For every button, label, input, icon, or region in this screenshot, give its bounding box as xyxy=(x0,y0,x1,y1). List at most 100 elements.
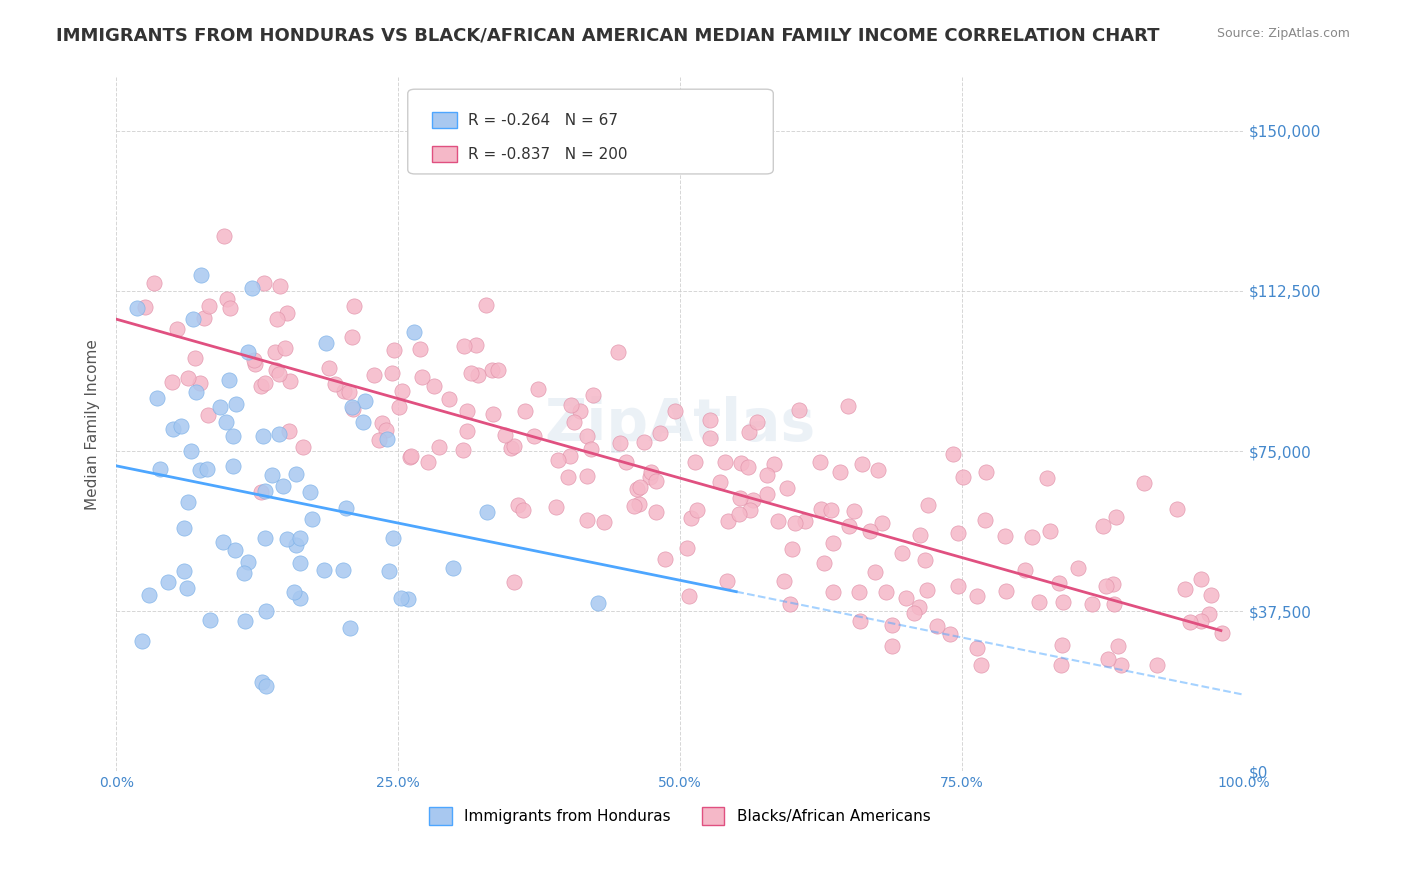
Point xyxy=(1109,657,1132,672)
Point xyxy=(917,499,939,513)
Point xyxy=(332,563,354,577)
Point xyxy=(211,534,233,549)
Point xyxy=(254,376,277,391)
Point xyxy=(586,596,609,610)
Point xyxy=(1028,595,1050,609)
Point xyxy=(494,427,516,442)
Point xyxy=(686,503,709,517)
Point xyxy=(939,626,962,640)
Point xyxy=(512,503,534,517)
Point xyxy=(910,527,932,541)
Point xyxy=(738,425,761,439)
Point xyxy=(515,404,537,418)
Point xyxy=(1014,563,1036,577)
Point xyxy=(1050,638,1073,652)
Point xyxy=(352,415,374,429)
Point xyxy=(269,278,291,293)
Point xyxy=(966,589,988,603)
Point xyxy=(966,641,988,656)
Point xyxy=(1105,510,1128,524)
Point xyxy=(1095,579,1118,593)
Point xyxy=(1166,502,1188,516)
Point xyxy=(875,585,897,599)
Point xyxy=(995,584,1018,599)
Point xyxy=(481,407,503,421)
Point xyxy=(970,657,993,672)
Point xyxy=(1047,576,1070,591)
Point xyxy=(499,442,522,456)
Point xyxy=(664,404,686,418)
Point xyxy=(267,426,290,441)
Point xyxy=(1049,657,1071,672)
Point xyxy=(222,458,245,473)
Point xyxy=(560,398,582,412)
Point xyxy=(728,491,751,505)
Point xyxy=(716,574,738,588)
Point xyxy=(318,360,340,375)
Point xyxy=(837,399,859,413)
Point xyxy=(728,508,751,522)
Point xyxy=(254,531,277,545)
Point xyxy=(340,400,363,414)
Point xyxy=(976,465,998,479)
Point xyxy=(730,456,752,470)
Point xyxy=(375,433,398,447)
Point xyxy=(170,418,193,433)
Point xyxy=(288,556,311,570)
Point xyxy=(794,514,817,528)
Point xyxy=(848,584,870,599)
Point xyxy=(353,393,375,408)
Point xyxy=(1199,588,1222,602)
Point xyxy=(568,404,591,418)
Point xyxy=(908,600,931,615)
Point xyxy=(391,384,413,398)
Point xyxy=(645,474,668,488)
Point xyxy=(225,397,247,411)
Point xyxy=(339,621,361,635)
Point xyxy=(250,485,273,500)
Point xyxy=(382,343,405,357)
Point xyxy=(285,538,308,552)
Point xyxy=(437,392,460,406)
Point xyxy=(252,429,274,443)
Point xyxy=(820,503,842,517)
Point xyxy=(253,276,276,290)
Point xyxy=(173,564,195,578)
Text: R = -0.264   N = 67: R = -0.264 N = 67 xyxy=(468,112,619,128)
Point xyxy=(755,468,778,483)
Point xyxy=(640,465,662,479)
Point xyxy=(1102,597,1125,611)
Point xyxy=(1189,572,1212,586)
Point xyxy=(709,475,731,490)
Point xyxy=(699,431,721,445)
Point xyxy=(333,384,356,398)
Point xyxy=(683,455,706,469)
Point xyxy=(1067,561,1090,575)
Legend: Immigrants from Honduras, Blacks/African Americans: Immigrants from Honduras, Blacks/African… xyxy=(422,799,938,833)
Point xyxy=(713,455,735,469)
Point xyxy=(851,457,873,471)
Point xyxy=(544,500,567,514)
Point xyxy=(278,374,301,388)
Point xyxy=(1189,614,1212,628)
Point xyxy=(266,312,288,326)
Point xyxy=(343,299,366,313)
Point xyxy=(391,591,413,606)
Point xyxy=(198,613,221,627)
Point xyxy=(1036,470,1059,484)
Point xyxy=(1021,530,1043,544)
Point xyxy=(269,368,291,382)
Point xyxy=(523,429,546,443)
Point xyxy=(177,495,200,509)
Point xyxy=(645,505,668,519)
Point xyxy=(138,588,160,602)
Point xyxy=(1052,595,1074,609)
Point xyxy=(176,581,198,595)
Point xyxy=(236,345,259,359)
Point xyxy=(768,514,790,528)
Point xyxy=(828,465,851,479)
Point xyxy=(254,484,277,499)
Point xyxy=(460,366,482,380)
Point xyxy=(678,589,700,603)
Point xyxy=(198,299,221,313)
